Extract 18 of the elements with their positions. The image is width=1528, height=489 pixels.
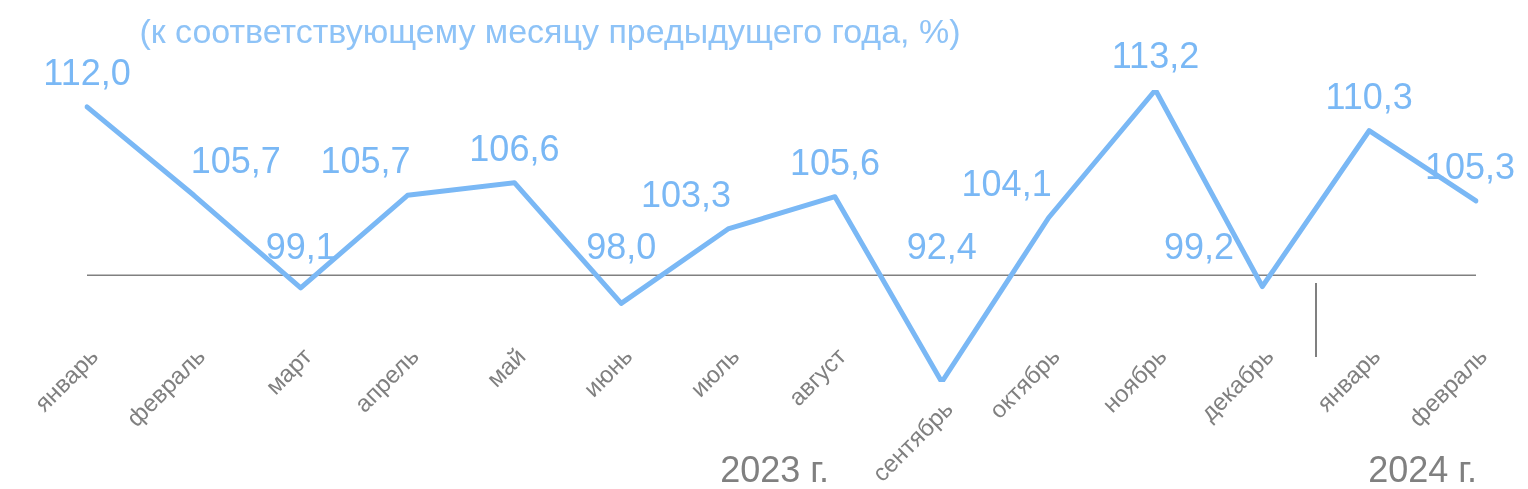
data-label: 110,3 [1325,75,1413,117]
data-label: 92,4 [906,226,977,268]
text: 2023 г. [720,449,830,489]
chart-title: (к соответствующему месяцу предыдущего года, %) [138,12,962,51]
x-tick-label: май [480,342,531,393]
text: 2024 г. [1368,449,1477,489]
data-label: 105,7 [190,140,281,182]
data-label: 105,3 [1424,145,1516,187]
data-label: 106,6 [469,127,560,169]
data-label: 113,2 [1111,34,1200,76]
data-label: 99,1 [265,226,336,268]
data-label: 105,6 [789,141,880,183]
data-label: 99,2 [1164,226,1235,268]
data-label: 103,3 [641,173,732,215]
data-label: 104,1 [961,162,1052,204]
data-label: 112,0 [43,51,131,93]
data-label: 98,0 [586,226,657,268]
data-label: 105,7 [320,140,411,182]
